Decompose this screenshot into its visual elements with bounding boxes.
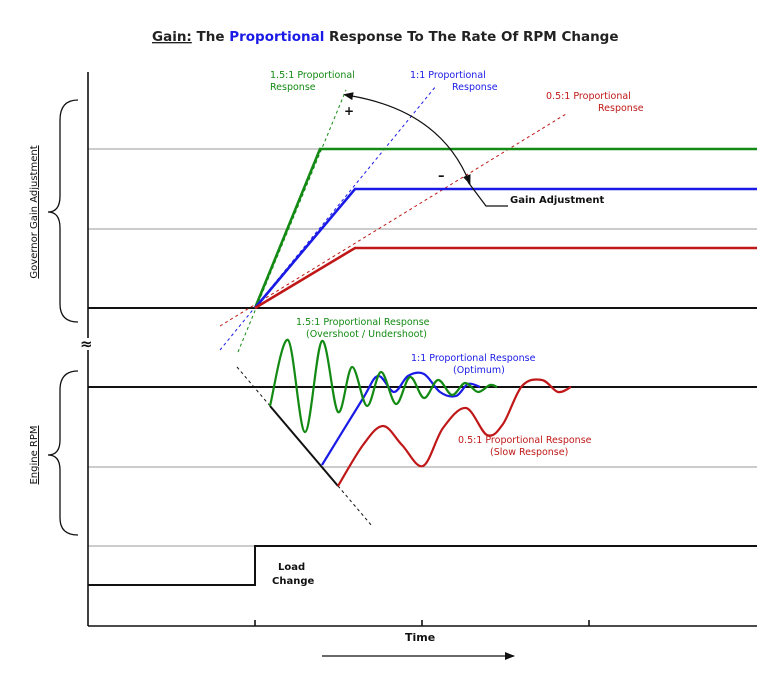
blue-bottom-label-line1: 1:1 Proportional Response	[411, 353, 536, 364]
red-extension	[219, 113, 567, 327]
time-label: Time	[405, 631, 435, 644]
green-top-label-line2: Response	[270, 82, 316, 93]
red-top-label-line1: 0.5:1 Proportional	[546, 91, 631, 102]
governor-gain-adjustment-label: Governor Gain Adjustment	[29, 145, 40, 278]
red-gain-line	[254, 246, 757, 310]
green-extension	[237, 89, 347, 353]
title-gain: Gain:	[152, 29, 192, 45]
blue-extension	[219, 85, 437, 351]
blue-top-label-line1: 1:1 Proportional	[410, 70, 486, 81]
axis-break-mask	[80, 338, 96, 350]
gain-adjustment-label: Gain Adjustment	[510, 195, 604, 206]
load-change-label-line2: Change	[272, 576, 314, 587]
red-bottom-label: 0.5:1 Proportional Response (Slow Respon…	[458, 435, 592, 458]
green-gain-line	[253, 147, 757, 309]
red-top-label-line2: Response	[598, 103, 644, 114]
title-the: The	[192, 29, 229, 45]
green-top-label-line1: 1.5:1 Proportional	[270, 70, 355, 81]
gain-adjustment-leader	[467, 181, 508, 207]
minus-sign: –	[438, 169, 445, 184]
blue-rpm-response	[321, 371, 481, 466]
plus-sign: +	[344, 104, 354, 118]
green-bottom-label-line2: (Overshoot / Undershoot)	[306, 329, 427, 340]
title-proportional: Proportional	[229, 29, 324, 45]
load-change-label-line1: Load	[278, 562, 305, 573]
diagram-title: Gain: The Proportional Response To The R…	[152, 29, 619, 45]
axes	[87, 72, 757, 627]
axis-break-icon: ≈	[80, 335, 93, 353]
green-rpm-response	[268, 338, 498, 434]
green-bottom-label: 1.5:1 Proportional Response (Overshoot /…	[296, 317, 430, 340]
red-rpm-response	[337, 378, 572, 487]
rpm-brace	[47, 370, 79, 536]
blue-top-label: 1:1 Proportional Response	[410, 70, 498, 93]
load-change-step	[88, 545, 757, 586]
green-top-label: 1.5:1 Proportional Response	[270, 70, 355, 93]
blue-bottom-label: 1:1 Proportional Response (Optimum)	[411, 353, 536, 376]
rpm-droop-line	[269, 405, 339, 487]
red-top-label: 0.5:1 Proportional Response	[546, 91, 644, 114]
blue-top-label-line2: Response	[452, 82, 498, 93]
red-bottom-label-line2: (Slow Response)	[490, 447, 568, 458]
blue-gain-line	[254, 187, 757, 309]
proportional-extensions	[219, 85, 567, 353]
blue-bottom-label-line2: (Optimum)	[453, 365, 505, 376]
green-bottom-label-line1: 1.5:1 Proportional Response	[296, 317, 430, 328]
grid-lines	[88, 148, 757, 547]
gain-adjustment-arrow	[343, 92, 471, 185]
red-bottom-label-line1: 0.5:1 Proportional Response	[458, 435, 592, 446]
engine-rpm-label: Engine RPM	[29, 425, 40, 484]
gain-brace	[47, 99, 79, 323]
title-rest: Response To The Rate Of RPM Change	[324, 29, 618, 45]
